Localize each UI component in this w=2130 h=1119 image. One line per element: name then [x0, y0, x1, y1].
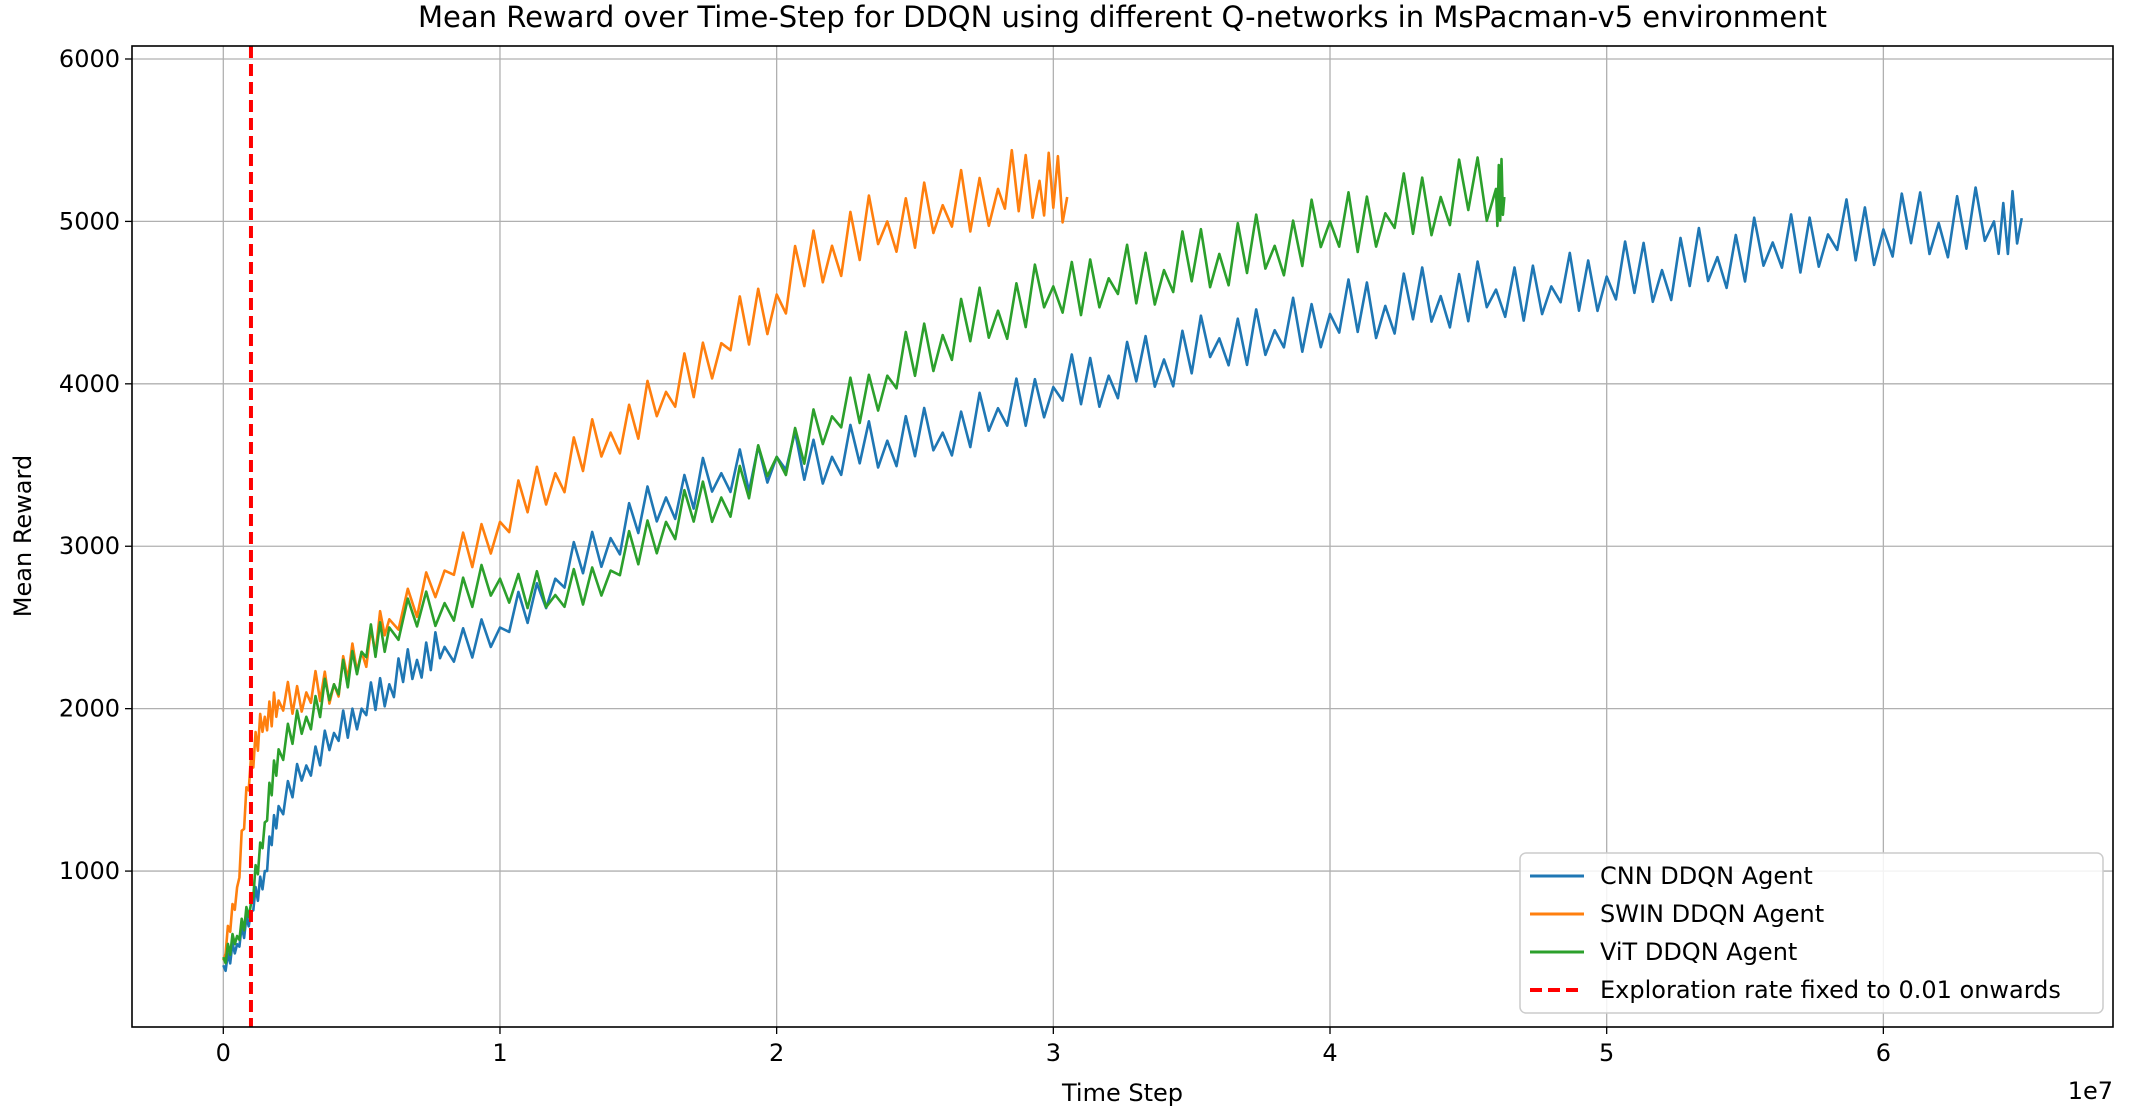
x-tick-label: 4: [1322, 1039, 1337, 1067]
legend-label-swin: SWIN DDQN Agent: [1600, 900, 1824, 928]
legend-label-cnn: CNN DDQN Agent: [1600, 862, 1813, 890]
x-tick-label: 2: [769, 1039, 784, 1067]
legend-box: [1519, 852, 2104, 1014]
series-line-swin: [222, 148, 1069, 961]
y-tick-label: 3000: [59, 532, 120, 560]
plot-frame: [131, 45, 2114, 1028]
y-tick-label: 5000: [59, 207, 120, 235]
grid: [132, 46, 2113, 1027]
y-tick-label: 4000: [59, 370, 120, 398]
series-line-cnn: [222, 186, 2023, 973]
y-axis-label: Mean Reward: [9, 455, 37, 617]
y-tick-label: 6000: [59, 45, 120, 73]
x-tick-label: 0: [216, 1039, 231, 1067]
series-line-vit: [222, 156, 1506, 965]
axis-ticks: 0 1 2 3 4 5 6 1000 2000 3000 4000 5000 6000: [59, 45, 1891, 1067]
legend: CNN DDQN Agent SWIN DDQN Agent ViT DDQN …: [1519, 852, 2104, 1014]
legend-label-exploration: Exploration rate fixed to 0.01 onwards: [1600, 976, 2061, 1004]
x-tick-label: 1: [492, 1039, 507, 1067]
x-tick-label: 3: [1046, 1039, 1061, 1067]
legend-label-vit: ViT DDQN Agent: [1600, 938, 1797, 966]
y-tick-label: 1000: [59, 857, 120, 885]
x-axis-offset-label: 1e7: [2068, 1077, 2113, 1105]
x-tick-label: 5: [1599, 1039, 1614, 1067]
chart-title: Mean Reward over Time-Step for DDQN usin…: [418, 0, 1827, 34]
series-lines: [222, 46, 2023, 1027]
y-tick-label: 2000: [59, 695, 120, 723]
x-tick-label: 6: [1876, 1039, 1891, 1067]
x-axis-label: Time Step: [1061, 1079, 1183, 1107]
